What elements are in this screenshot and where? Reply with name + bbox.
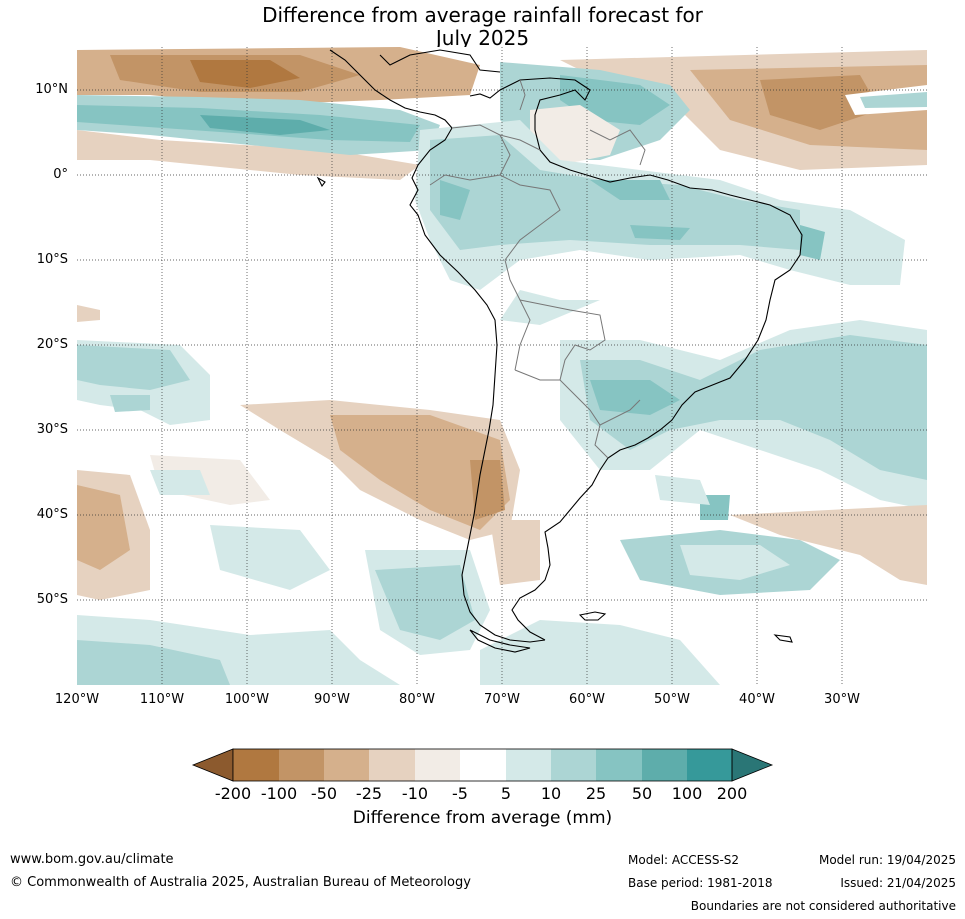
colorbar-tick: 5: [500, 784, 512, 803]
colorbar-bin: [596, 749, 642, 781]
copyright: © Commonwealth of Australia 2025, Austra…: [10, 875, 471, 890]
colorbar-bin: [324, 749, 369, 781]
colorbar-bin: [233, 749, 279, 781]
lon-label: 120°W: [54, 692, 100, 707]
title-line-2: July 2025: [435, 26, 530, 50]
title-line-1: Difference from average rainfall forecas…: [262, 3, 703, 27]
coastlines: [316, 49, 803, 653]
model-name: Model: ACCESS-S2: [628, 853, 740, 867]
lat-label: 40°S: [36, 507, 68, 522]
map-title: Difference from average rainfall forecas…: [0, 4, 965, 50]
colorbar-extend-high: [731, 748, 774, 782]
lon-label: 30°W: [824, 692, 860, 707]
lon-label: 80°W: [399, 692, 435, 707]
lon-label: 50°W: [654, 692, 690, 707]
issued-date: Issued: 21/04/2025: [840, 876, 956, 890]
graticule: [77, 47, 927, 685]
lon-label: 100°W: [224, 692, 270, 707]
colorbar-tick: -200: [214, 784, 252, 803]
lat-label: 0°: [53, 167, 68, 182]
base-period: Base period: 1981-2018: [628, 876, 773, 890]
colorbar-tick: -10: [401, 784, 429, 803]
colorbar-tick: 10: [540, 784, 562, 803]
lat-label: 10°S: [36, 252, 68, 267]
mexico-coast: [379, 49, 501, 73]
lat-label: 50°S: [36, 592, 68, 607]
colorbar: [191, 748, 774, 782]
colorbar-bin: [460, 749, 506, 781]
colorbar-tick: 50: [631, 784, 653, 803]
lon-label: 40°W: [739, 692, 775, 707]
colorbar-bin: [279, 749, 324, 781]
central-america-coast: [329, 49, 546, 643]
colorbar-tick: -5: [452, 784, 468, 803]
colorbar-tick: 25: [585, 784, 607, 803]
colorbar-extend-low: [191, 748, 234, 782]
lon-label: 90°W: [314, 692, 350, 707]
colorbar-bin: [551, 749, 596, 781]
colorbar-bin: [687, 749, 732, 781]
colorbar-tick: -100: [260, 784, 298, 803]
falklands: [578, 611, 607, 621]
lat-label: 10°N: [35, 82, 68, 97]
lat-label: 30°S: [36, 422, 68, 437]
lon-label: 70°W: [484, 692, 520, 707]
colorbar-tick: -50: [310, 784, 338, 803]
colorbar-tick: 100: [671, 784, 703, 803]
colorbar-tick: -25: [355, 784, 383, 803]
colorbar-bin: [415, 749, 460, 781]
colorbar-title: Difference from average (mm): [352, 808, 613, 828]
tierra-del-fuego: [469, 629, 531, 653]
lon-label: 60°W: [569, 692, 605, 707]
south-america-east-coast: [469, 77, 803, 641]
lon-label: 110°W: [139, 692, 185, 707]
website-link[interactable]: www.bom.gov.au/climate: [10, 852, 174, 867]
boundary-disclaimer: Boundaries are not considered authoritat…: [690, 899, 956, 913]
lat-label: 20°S: [36, 337, 68, 352]
colorbar-bin: [642, 749, 687, 781]
colorbar-bin: [369, 749, 415, 781]
country-boundaries: [429, 79, 646, 459]
colorbar-bin: [506, 749, 551, 781]
model-run: Model run: 19/04/2025: [818, 853, 956, 867]
colorbar-tick: 200: [716, 784, 748, 803]
